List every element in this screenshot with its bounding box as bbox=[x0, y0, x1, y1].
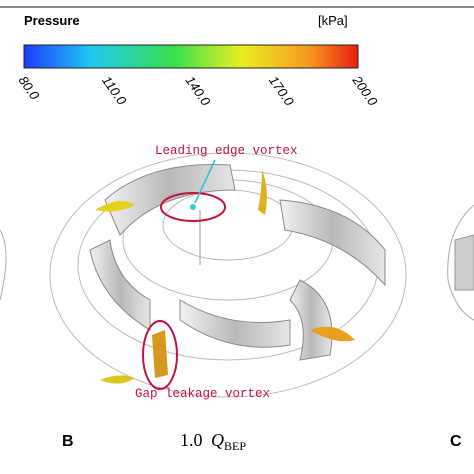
colorbar bbox=[23, 44, 359, 69]
colorbar-tick-label: 80.0 bbox=[16, 73, 43, 103]
colorbar-ticks: 80.0 110.0 140.0 170.0 200.0 bbox=[16, 72, 381, 109]
colorbar-tick-label: 170.0 bbox=[266, 73, 297, 109]
colorbar-tick-label: 200.0 bbox=[349, 72, 381, 109]
highlight-ellipse bbox=[142, 320, 178, 390]
colorbar-title: Pressure bbox=[24, 13, 80, 28]
annotation: Leading edge vortex bbox=[155, 144, 298, 158]
arrow bbox=[194, 159, 216, 204]
colorbar-tick-label: 140.0 bbox=[183, 73, 214, 109]
colorbar-tick-label: 110.0 bbox=[99, 73, 130, 108]
impeller-render bbox=[0, 152, 474, 398]
caption: 1.0 QBEP bbox=[180, 430, 246, 453]
caption-factor: 1.0 bbox=[180, 430, 203, 450]
caption-subscript: BEP bbox=[224, 439, 246, 453]
panel-label: C bbox=[450, 433, 462, 450]
vortex-cores bbox=[95, 170, 355, 384]
panel-label: B bbox=[62, 433, 74, 450]
annotation: Gap leakage vortex bbox=[135, 387, 270, 401]
caption-symbol: Q bbox=[211, 430, 224, 450]
highlight-ellipse bbox=[160, 192, 226, 222]
colorbar-unit: [kPa] bbox=[318, 13, 348, 28]
